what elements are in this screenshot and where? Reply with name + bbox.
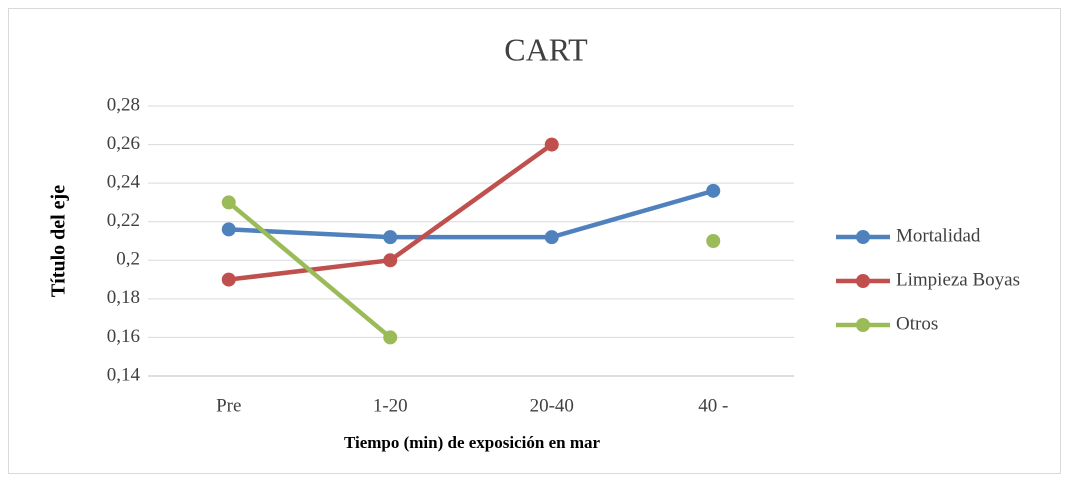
x-axis-title: Tiempo (min) de exposición en mar [344,433,601,452]
y-tick-label: 0,26 [107,133,140,154]
data-point [544,230,559,245]
legend-label: Limpieza Boyas [896,269,1020,290]
y-tick-label: 0,2 [116,249,140,270]
x-tick-label: 20-40 [530,395,574,416]
y-tick-label: 0,16 [107,326,140,347]
y-axis-title: Título del eje [48,185,70,297]
legend-marker [856,274,870,288]
data-point [221,222,236,237]
data-point [706,183,721,198]
legend-marker [856,318,870,332]
data-point [706,234,721,248]
chart-frame [8,8,1061,474]
series-line [226,188,716,240]
x-tick-label: 1-20 [373,395,408,416]
y-tick-label: 0,24 [107,172,141,193]
legend-label: Mortalidad [896,225,981,246]
x-tick-label: 40 - [698,395,728,416]
legend-marker [856,230,870,244]
data-point [383,330,398,345]
data-point [544,137,559,152]
data-point [221,272,236,287]
y-tick-label: 0,22 [107,210,140,231]
data-point [383,253,398,268]
data-point [221,195,236,210]
y-tick-label: 0,28 [107,94,140,115]
y-tick-label: 0,18 [107,287,140,308]
legend-label: Otros [896,313,938,334]
data-point [383,230,398,245]
y-tick-label: 0,14 [107,364,141,385]
x-tick-label: Pre [216,395,241,416]
chart-title: CART [504,31,588,67]
